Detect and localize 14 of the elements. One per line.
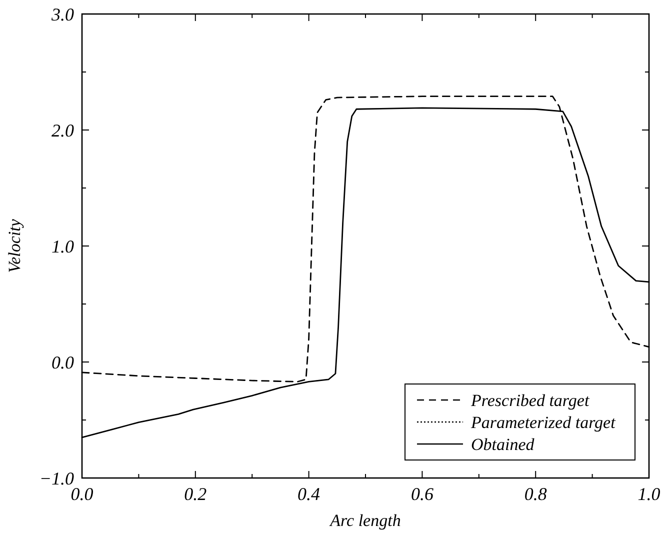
legend-label: Prescribed target xyxy=(470,390,590,410)
y-tick-label: 2.0 xyxy=(52,120,74,140)
x-tick-label: 0.6 xyxy=(410,484,434,504)
legend-label: Obtained xyxy=(471,434,535,454)
x-tick-label: 0.8 xyxy=(524,484,547,504)
y-tick-label: 0.0 xyxy=(52,352,74,372)
x-axis-title: Arc length xyxy=(329,511,401,530)
x-tick-label: 0.2 xyxy=(184,484,207,504)
x-tick-label: 0.4 xyxy=(298,484,320,504)
y-tick-label: 1.0 xyxy=(52,236,74,256)
x-tick-label: 1.0 xyxy=(638,484,660,504)
legend-label: Parameterized target xyxy=(470,412,617,432)
y-tick-label: 3.0 xyxy=(50,4,74,24)
y-axis-title: Velocity xyxy=(5,218,24,273)
